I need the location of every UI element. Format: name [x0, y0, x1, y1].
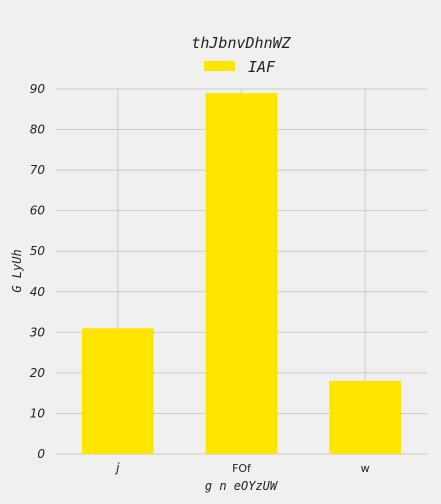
y-tick-label: 70 [30, 163, 46, 177]
x-tick-label: w [361, 462, 370, 475]
x-tick-labels: j FOf w [114, 461, 370, 475]
y-tick-label: 50 [30, 244, 46, 258]
bar-FOf [205, 93, 278, 455]
chart-title: thJbnvDhnWZ [191, 34, 291, 52]
y-tick-label: 90 [30, 82, 46, 96]
y-tick-label: 40 [30, 285, 46, 299]
bar-j [81, 328, 154, 454]
bars [81, 93, 402, 455]
legend-swatch [204, 61, 235, 71]
legend-label: IAF [248, 58, 276, 76]
y-tick-label: 0 [37, 447, 45, 461]
y-tick-label: 30 [30, 325, 46, 339]
y-tick-labels: 0 10 20 30 40 50 60 70 80 90 [30, 82, 46, 461]
y-tick-label: 20 [30, 366, 46, 380]
y-tick-label: 10 [30, 406, 46, 420]
x-tick-label: j [114, 461, 120, 475]
y-axis-label: G LyUh [10, 249, 24, 292]
y-tick-label: 80 [30, 123, 46, 137]
x-axis-label: g n eOYzUW [205, 479, 279, 493]
x-tick-label: FOf [232, 462, 252, 475]
y-tick-label: 60 [30, 204, 46, 218]
bar-w [329, 381, 402, 454]
